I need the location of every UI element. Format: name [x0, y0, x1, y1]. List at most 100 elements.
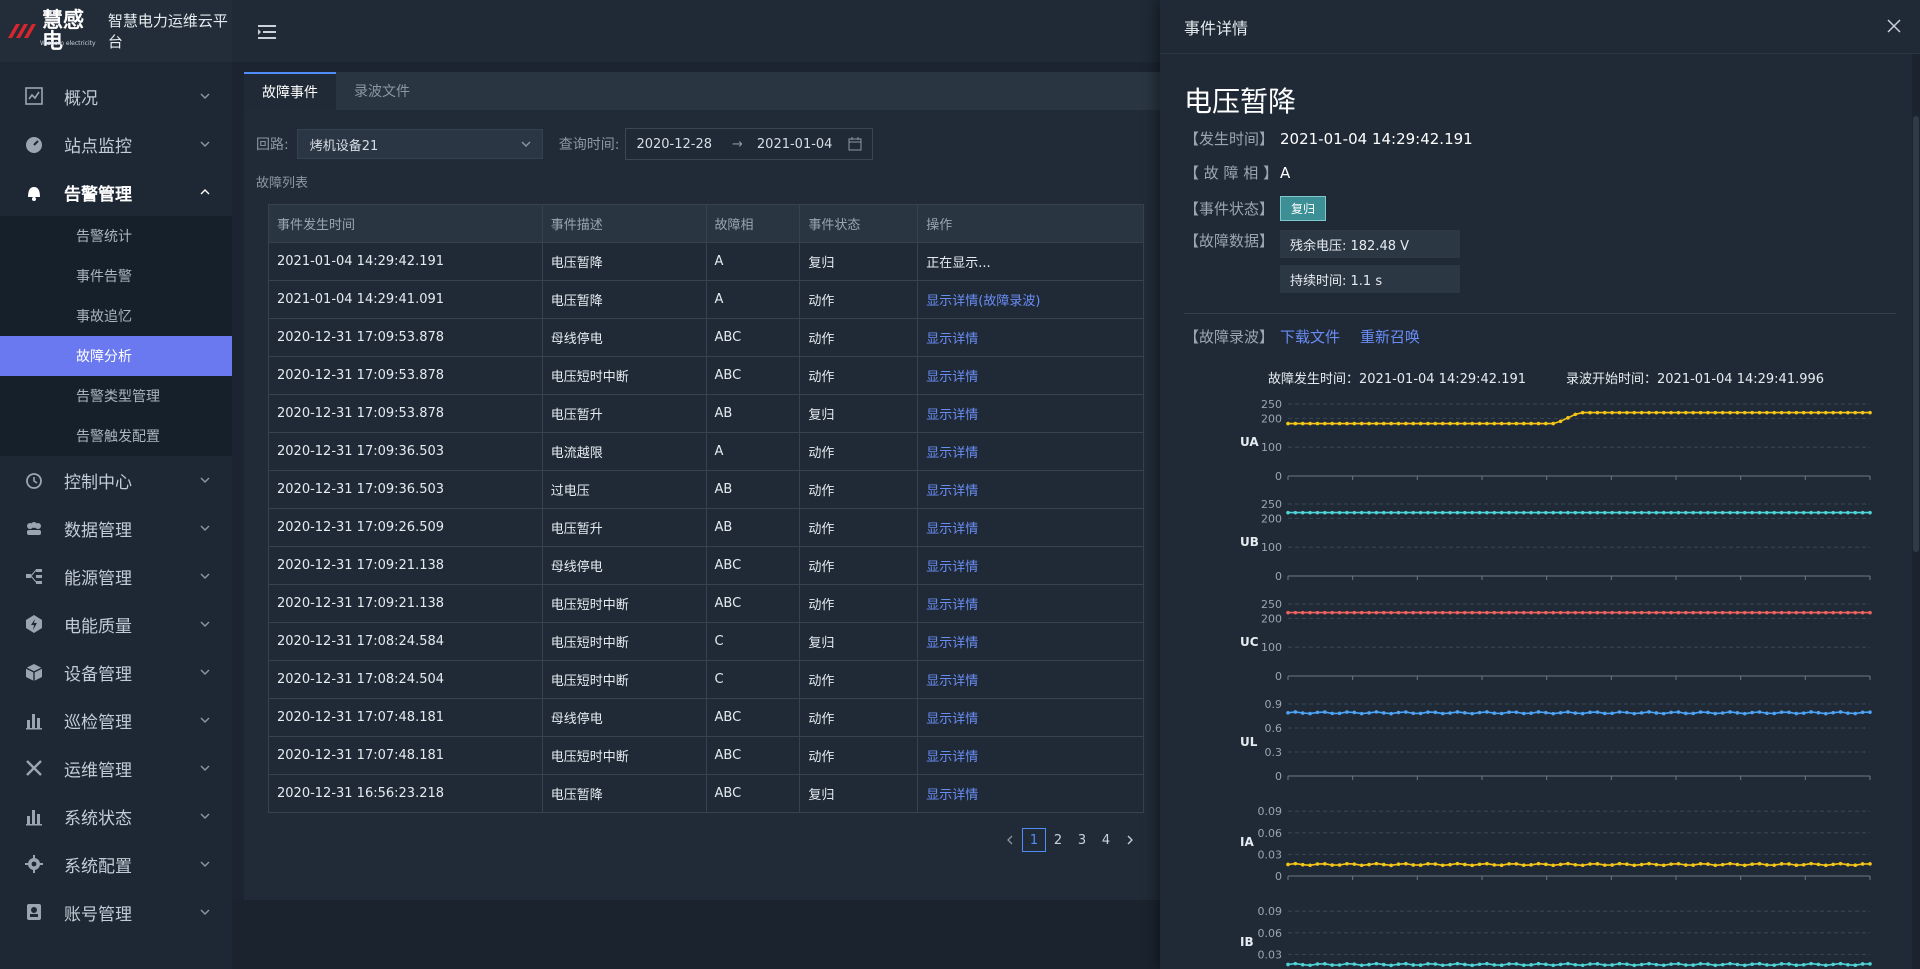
data-point: [1499, 610, 1504, 615]
table-row: 2020-12-31 17:07:48.181 母线停电 ABC 动作 显示详情: [268, 698, 1144, 737]
sidebar-item-12[interactable]: 账号管理: [0, 888, 232, 936]
close-icon[interactable]: [1886, 18, 1902, 34]
tab-fault-events[interactable]: 故障事件: [244, 72, 336, 110]
table-cell: 复归: [799, 622, 919, 661]
data-point: [1809, 410, 1813, 415]
detail-link[interactable]: 显示详情: [917, 546, 1144, 585]
data-point: [1617, 961, 1622, 966]
data-point: [1455, 421, 1460, 426]
detail-link[interactable]: 显示详情: [917, 736, 1144, 775]
download-link[interactable]: 下载文件: [1280, 328, 1341, 346]
detail-link[interactable]: 显示详情: [917, 394, 1144, 433]
date-to[interactable]: 2021-01-04: [756, 136, 833, 152]
sidebar-item-8[interactable]: 巡检管理: [0, 696, 232, 744]
data-point: [1573, 862, 1578, 867]
detail-link[interactable]: 显示详情: [917, 432, 1144, 471]
table-cell: ABC: [705, 698, 801, 737]
data-point: [1485, 610, 1489, 615]
data-point: [1639, 711, 1644, 715]
sidebar-item-10[interactable]: 系统状态: [0, 792, 232, 840]
data-point: [1684, 963, 1688, 967]
page-1[interactable]: 1: [1022, 828, 1046, 852]
data-point: [1816, 410, 1821, 415]
next-page-icon[interactable]: [1118, 828, 1142, 852]
data-point: [1787, 410, 1791, 415]
tab-recording-files[interactable]: 录波文件: [354, 84, 410, 100]
circuit-select[interactable]: 烤机设备21: [296, 129, 543, 159]
table-cell: 电压暂升: [541, 394, 707, 433]
detail-link[interactable]: 显示详情: [917, 622, 1144, 661]
data-point: [1669, 962, 1673, 966]
detail-link[interactable]: 显示详情: [917, 698, 1144, 737]
detail-link[interactable]: 显示详情(故障录波): [917, 280, 1144, 319]
table-cell: ABC: [705, 584, 801, 623]
data-point: [1529, 421, 1533, 426]
data-point: [1507, 510, 1511, 515]
data-point: [1514, 510, 1519, 515]
detail-link[interactable]: 显示详情: [917, 356, 1144, 395]
detail-link[interactable]: 显示详情: [917, 774, 1144, 813]
sidebar-item-9[interactable]: 运维管理: [0, 744, 232, 792]
sidebar-item-1[interactable]: 站点监控: [0, 120, 232, 168]
submenu-item[interactable]: 事故追忆: [76, 309, 132, 325]
data-point: [1625, 710, 1629, 715]
detail-link[interactable]: 显示详情: [917, 508, 1144, 547]
data-point: [1558, 419, 1563, 424]
detail-link[interactable]: 显示详情: [917, 318, 1144, 357]
data-point: [1352, 510, 1357, 515]
detail-link[interactable]: 显示详情: [917, 584, 1144, 623]
recall-link[interactable]: 重新召唤: [1360, 328, 1421, 346]
sidebar-item-11[interactable]: 系统配置: [0, 840, 232, 888]
sidebar-item-7[interactable]: 设备管理: [0, 648, 232, 696]
submenu-item[interactable]: 告警统计: [76, 229, 132, 245]
data-point: [1860, 510, 1865, 515]
data-point: [1558, 962, 1563, 967]
logo-icon: [6, 16, 36, 46]
submenu-item[interactable]: 告警类型管理: [76, 389, 160, 405]
data-point: [1772, 610, 1777, 615]
data-point: [1389, 711, 1393, 716]
data-point: [1396, 710, 1401, 715]
data-point: [1713, 510, 1718, 515]
data-point: [1463, 710, 1467, 715]
drawer-scrollbar[interactable]: [1912, 54, 1920, 969]
data-point: [1801, 711, 1806, 715]
date-range-picker[interactable]: 2020-12-28 → 2021-01-04: [625, 128, 874, 160]
page-4[interactable]: 4: [1101, 832, 1111, 848]
y-tick-label: 0: [1275, 470, 1282, 483]
waveform-chart-UA: 0 100 200 250 UA: [1240, 396, 1880, 496]
sidebar-item-label: 设备管理: [64, 664, 132, 685]
data-point: [1411, 510, 1416, 515]
menu-toggle-icon[interactable]: [258, 24, 276, 44]
submenu-item[interactable]: 故障分析: [0, 336, 232, 376]
detail-link[interactable]: 显示详情: [917, 470, 1144, 509]
prev-page-icon[interactable]: [998, 828, 1022, 852]
data-point: [1337, 421, 1342, 426]
sidebar-item-2[interactable]: 告警管理: [0, 168, 232, 216]
page-2[interactable]: 2: [1053, 832, 1063, 848]
submenu-item[interactable]: 告警触发配置: [76, 429, 160, 445]
submenu-item[interactable]: 事件告警: [76, 269, 132, 285]
data-point: [1691, 963, 1695, 967]
page-3[interactable]: 3: [1077, 832, 1087, 848]
data-point: [1610, 711, 1614, 716]
sidebar-item-3[interactable]: 控制中心: [0, 456, 232, 504]
data-point: [1293, 710, 1298, 714]
detail-link[interactable]: 显示详情: [917, 660, 1144, 699]
data-point: [1367, 421, 1371, 426]
sidebar-item-5[interactable]: 能源管理: [0, 552, 232, 600]
data-point: [1337, 711, 1342, 716]
data-point: [1426, 710, 1430, 714]
sidebar-item-0[interactable]: 概况: [0, 72, 232, 120]
scrollbar-thumb[interactable]: [1913, 116, 1919, 552]
data-point: [1661, 610, 1666, 615]
table-cell: 电流越限: [541, 432, 707, 471]
sidebar-item-6[interactable]: 电能质量: [0, 600, 232, 648]
date-from[interactable]: 2020-12-28: [636, 136, 712, 152]
sidebar-item-label: 控制中心: [64, 472, 132, 493]
table-cell: A: [705, 242, 801, 281]
sidebar-item-4[interactable]: 数据管理: [0, 504, 232, 552]
data-point: [1529, 510, 1533, 515]
data-point: [1691, 711, 1695, 716]
